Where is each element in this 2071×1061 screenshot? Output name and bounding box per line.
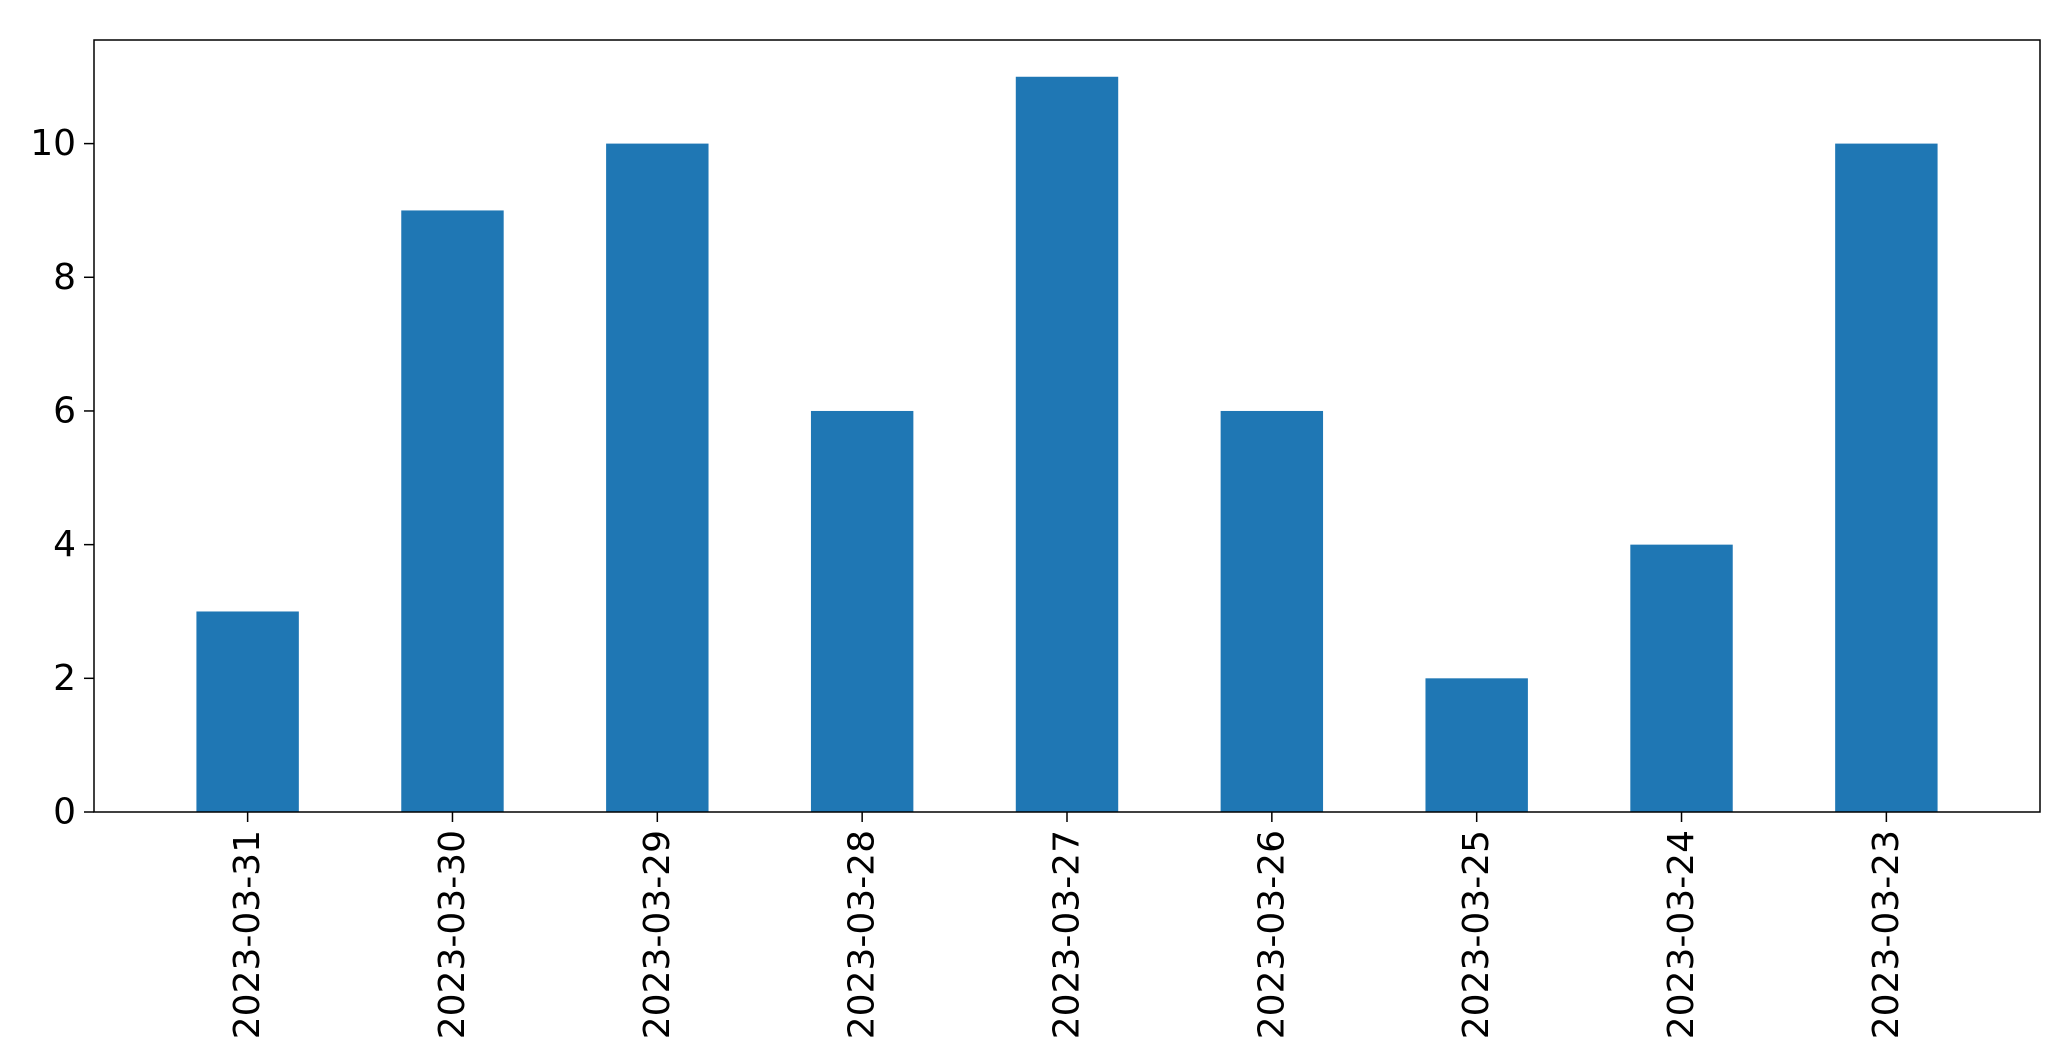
bar-2023-03-26 — [1220, 410, 1324, 812]
x-tick-label: 2023-03-26 — [1251, 830, 1292, 1039]
y-tick-label: 4 — [53, 524, 76, 565]
y-axis: 0 2 4 6 8 10 — [30, 123, 94, 833]
bar-2023-03-27 — [1015, 76, 1119, 812]
x-tick-label: 2023-03-29 — [637, 830, 678, 1039]
x-tick-label: 2023-03-23 — [1866, 830, 1907, 1039]
x-tick-label: 2023-03-28 — [842, 830, 883, 1039]
bar-2023-03-23 — [1835, 143, 1938, 812]
bar-2023-03-25 — [1425, 678, 1528, 812]
x-tick-label: 2023-03-24 — [1661, 830, 1702, 1039]
x-tick-label: 2023-03-31 — [227, 830, 268, 1039]
y-tick-label: 0 — [53, 792, 76, 833]
x-tick-label: 2023-03-27 — [1047, 830, 1088, 1039]
x-tick-label: 2023-03-25 — [1456, 830, 1497, 1039]
plot-area-frame — [93, 39, 2041, 813]
y-tick-label: 8 — [53, 257, 76, 298]
bar-2023-03-28 — [810, 410, 914, 812]
y-tick-label: 6 — [53, 390, 76, 431]
bars-group — [196, 76, 1938, 813]
x-axis: 2023-03-31 2023-03-30 2023-03-29 2023-03-28… — [227, 812, 1907, 1039]
bar-2023-03-24 — [1630, 544, 1733, 812]
bar-2023-03-30 — [401, 210, 504, 813]
x-tick-label: 2023-03-30 — [432, 830, 473, 1039]
bar-2023-03-29 — [606, 143, 709, 812]
y-tick-label: 2 — [53, 658, 76, 699]
bar-2023-03-31 — [196, 611, 299, 812]
y-tick-label: 10 — [30, 123, 76, 164]
